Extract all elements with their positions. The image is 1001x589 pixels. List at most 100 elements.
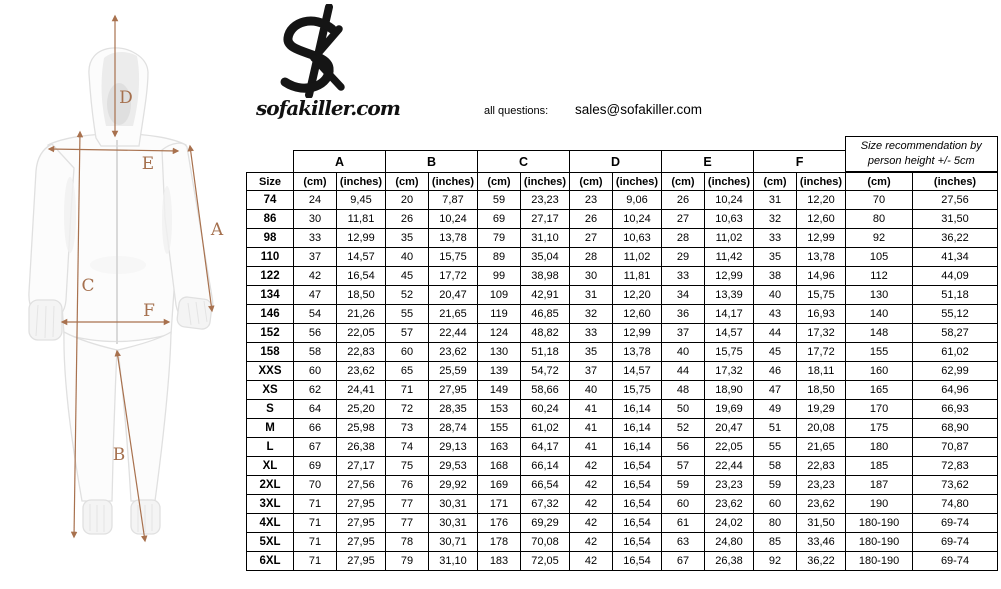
- value-cell: 180-190: [845, 551, 914, 571]
- unit-header-cm: (cm): [845, 172, 914, 191]
- value-cell: 23,23: [704, 475, 754, 495]
- value-cell: 180-190: [845, 513, 914, 533]
- value-cell: 12,20: [795, 190, 847, 210]
- value-cell: 27,95: [428, 380, 478, 400]
- unit-header-inches: (inches): [704, 172, 754, 191]
- value-cell: 16,54: [612, 532, 662, 552]
- value-cell: 11,81: [612, 266, 662, 286]
- value-cell: 71: [385, 380, 429, 400]
- value-cell: 16,54: [612, 551, 662, 571]
- measure-label-b: B: [113, 445, 126, 465]
- size-cell: M: [246, 418, 294, 438]
- size-recommendation-header: Size recommendation by person height +/-…: [845, 135, 998, 173]
- value-cell: 11,02: [612, 247, 662, 267]
- table-row: 122 42 16,54 45 17,72 99 38,98 30 11,81 33 12,99 38…: [246, 266, 999, 286]
- value-cell: 60: [661, 494, 705, 514]
- value-cell: 44,09: [912, 266, 999, 286]
- value-cell: 42,91: [520, 285, 570, 305]
- value-cell: 31,10: [520, 228, 570, 248]
- value-cell: 44: [753, 323, 797, 343]
- measure-label-e: E: [142, 154, 154, 174]
- value-cell: 30,31: [428, 513, 478, 533]
- value-cell: 68,90: [912, 418, 999, 438]
- value-cell: 31: [569, 285, 613, 305]
- value-cell: 12,60: [795, 209, 847, 229]
- value-cell: 70,08: [520, 532, 570, 552]
- value-cell: 66: [293, 418, 337, 438]
- value-cell: 14,57: [336, 247, 386, 267]
- value-cell: 27,17: [336, 456, 386, 476]
- size-table: A B C D E F Size recommendation by perso…: [246, 135, 999, 571]
- value-cell: 130: [845, 285, 914, 305]
- value-cell: 58,66: [520, 380, 570, 400]
- measure-line-a: [187, 144, 215, 313]
- value-cell: 42: [569, 494, 613, 514]
- unit-header-inches: (inches): [428, 172, 478, 191]
- size-cell: 110: [246, 247, 294, 267]
- value-cell: 153: [477, 399, 521, 419]
- value-cell: 33: [753, 228, 797, 248]
- value-cell: 180: [845, 437, 914, 457]
- table-row: XL 69 27,17 75 29,53 168 66,14 42 16,54 57 22,44 58…: [246, 456, 999, 476]
- value-cell: 52: [385, 285, 429, 305]
- value-cell: 24,41: [336, 380, 386, 400]
- value-cell: 56: [293, 323, 337, 343]
- value-cell: 29,53: [428, 456, 478, 476]
- value-cell: 80: [845, 209, 914, 229]
- value-cell: 38: [753, 266, 797, 286]
- value-cell: 67,32: [520, 494, 570, 514]
- measurement-arrows: [47, 14, 215, 543]
- value-cell: 92: [753, 551, 797, 571]
- value-cell: 71: [293, 551, 337, 571]
- table-row: 134 47 18,50 52 20,47 109 42,91 31 12,20 34 13,39 4…: [246, 285, 999, 305]
- value-cell: 17,72: [428, 266, 478, 286]
- value-cell: 60,24: [520, 399, 570, 419]
- value-cell: 41,34: [912, 247, 999, 267]
- group-header-b: B: [385, 150, 478, 173]
- value-cell: 26: [569, 209, 613, 229]
- value-cell: 13,39: [704, 285, 754, 305]
- value-cell: 54,72: [520, 361, 570, 381]
- value-cell: 89: [477, 247, 521, 267]
- value-cell: 15,75: [612, 380, 662, 400]
- value-cell: 57: [661, 456, 705, 476]
- value-cell: 64,17: [520, 437, 570, 457]
- value-cell: 69: [477, 209, 521, 229]
- value-cell: 31: [753, 190, 797, 210]
- value-cell: 11,81: [336, 209, 386, 229]
- value-cell: 12,99: [795, 228, 847, 248]
- value-cell: 48,82: [520, 323, 570, 343]
- value-cell: 35: [753, 247, 797, 267]
- value-cell: 22,05: [704, 437, 754, 457]
- value-cell: 80: [753, 513, 797, 533]
- value-cell: 29,13: [428, 437, 478, 457]
- value-cell: 25,59: [428, 361, 478, 381]
- value-cell: 64: [293, 399, 337, 419]
- value-cell: 41: [569, 418, 613, 438]
- value-cell: 51: [753, 418, 797, 438]
- value-cell: 69-74: [912, 551, 999, 571]
- value-cell: 139: [477, 361, 521, 381]
- value-cell: 27,17: [520, 209, 570, 229]
- size-cell: XL: [246, 456, 294, 476]
- value-cell: 66,54: [520, 475, 570, 495]
- value-cell: 31,10: [428, 551, 478, 571]
- value-cell: 35,04: [520, 247, 570, 267]
- value-cell: 155: [845, 342, 914, 362]
- table-row: 4XL 71 27,95 77 30,31 176 69,29 42 16,54 61 24,02 8…: [246, 513, 999, 533]
- value-cell: 36,22: [912, 228, 999, 248]
- value-cell: 27: [661, 209, 705, 229]
- value-cell: 73,62: [912, 475, 999, 495]
- value-cell: 112: [845, 266, 914, 286]
- size-cell: 5XL: [246, 532, 294, 552]
- table-row: 6XL 71 27,95 79 31,10 183 72,05 42 16,54 67 26,38 9…: [246, 551, 999, 571]
- table-row: 3XL 71 27,95 77 30,31 171 67,32 42 16,54 60 23,62 6…: [246, 494, 999, 514]
- value-cell: 30: [293, 209, 337, 229]
- value-cell: 41: [569, 437, 613, 457]
- unit-header-cm: (cm): [753, 172, 797, 191]
- value-cell: 19,69: [704, 399, 754, 419]
- value-cell: 54: [293, 304, 337, 324]
- value-cell: 27,95: [336, 551, 386, 571]
- value-cell: 69: [293, 456, 337, 476]
